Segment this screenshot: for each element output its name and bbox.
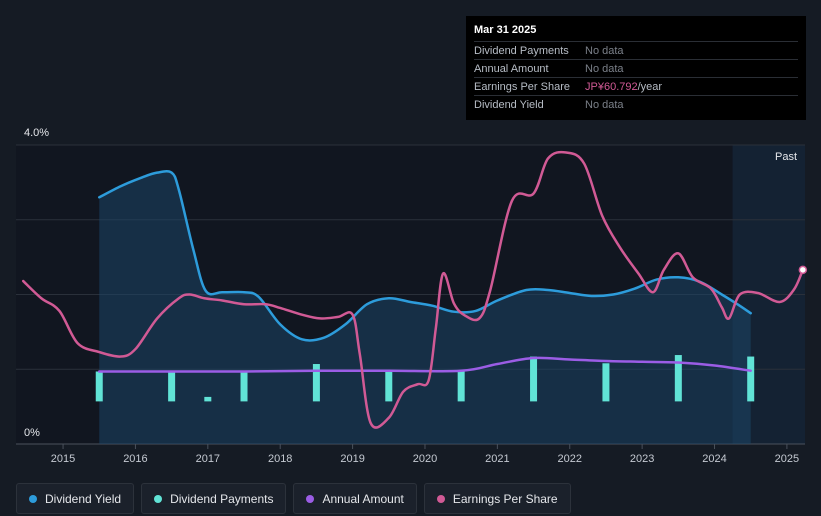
tooltip-row-dividend-payments: Dividend Payments No data (474, 41, 798, 59)
tooltip-value: JP¥60.792/year (585, 81, 662, 93)
dividend-payment-bar (747, 356, 755, 402)
tooltip-value: No data (585, 44, 624, 57)
legend-annual-amount[interactable]: Annual Amount (293, 483, 417, 514)
dividend-chart: 2015 2016 2017 2018 2019 2020 2021 2022 2023 2024… (16, 127, 808, 465)
legend-label: Dividend Payments (170, 491, 274, 506)
legend-label: Annual Amount (322, 491, 404, 506)
tooltip-value: No data (585, 62, 624, 75)
x-tick-label: 2023 (630, 453, 654, 465)
dividend-payment-bar (674, 355, 682, 402)
tooltip-label: Dividend Payments (474, 44, 569, 57)
legend-label: Earnings Per Share (452, 491, 558, 506)
eps-value: JP¥60.792 (585, 80, 638, 93)
legend-dot-icon (29, 494, 37, 503)
tooltip-date: Mar 31 2025 (474, 24, 537, 36)
x-tick-label: 2020 (413, 453, 437, 465)
tooltip-label: Annual Amount (474, 62, 549, 75)
x-tick-label: 2025 (775, 453, 799, 465)
dividend-payment-bar (530, 356, 538, 402)
dividend-payment-bar (95, 371, 103, 402)
legend-label: Dividend Yield (45, 491, 122, 506)
legend: Dividend Yield Dividend Payments Annual … (16, 483, 571, 514)
eps-unit: /year (637, 80, 663, 93)
x-tick-label: 2022 (558, 453, 582, 465)
legend-dot-icon (306, 494, 315, 503)
legend-dot-icon (436, 494, 445, 503)
dividend-yield-area (99, 171, 751, 445)
x-axis-ticks: 2015 2016 2017 2018 2019 2020 2021 2022 2023 2024… (51, 444, 799, 465)
tooltip: Mar 31 2025 Dividend Payments No data An… (466, 16, 806, 120)
dividend-payment-bar (240, 371, 248, 402)
eps-line (21, 150, 805, 429)
legend-earnings-per-share[interactable]: Earnings Per Share (423, 483, 571, 514)
dividend-payment-bar (385, 371, 393, 402)
past-label: Past (775, 151, 797, 163)
legend-dividend-payments[interactable]: Dividend Payments (141, 483, 287, 514)
annual-line (97, 356, 752, 373)
y-top-label: 4.0% (24, 127, 49, 139)
dividend-payments-bars (95, 355, 755, 402)
tooltip-row-dividend-yield: Dividend Yield No data (474, 95, 798, 113)
y-bottom-label: 0% (24, 427, 40, 439)
legend-dividend-yield[interactable]: Dividend Yield (16, 483, 135, 514)
dividend-payment-bar (602, 363, 610, 402)
dividend-payment-bar (204, 396, 212, 402)
dividend-payment-bar (168, 371, 176, 402)
tooltip-value: No data (585, 98, 624, 111)
tooltip-label: Dividend Yield (474, 98, 544, 111)
eps-end-marker (798, 265, 808, 275)
tooltip-label: Earnings Per Share (474, 80, 570, 93)
tooltip-row-annual-amount: Annual Amount No data (474, 59, 798, 77)
tooltip-row-eps: Earnings Per Share JP¥60.792/year (474, 77, 798, 95)
x-tick-label: 2019 (340, 453, 364, 465)
x-tick-label: 2018 (268, 453, 292, 465)
x-tick-label: 2021 (485, 453, 509, 465)
x-tick-label: 2017 (196, 453, 220, 465)
dividend-payment-bar (457, 371, 465, 402)
legend-dot-icon (154, 494, 163, 503)
series-lines (21, 150, 805, 429)
dividend-payment-bar (312, 364, 320, 402)
x-tick-label: 2016 (123, 453, 147, 465)
x-tick-label: 2015 (51, 453, 75, 465)
x-tick-label: 2024 (702, 453, 726, 465)
